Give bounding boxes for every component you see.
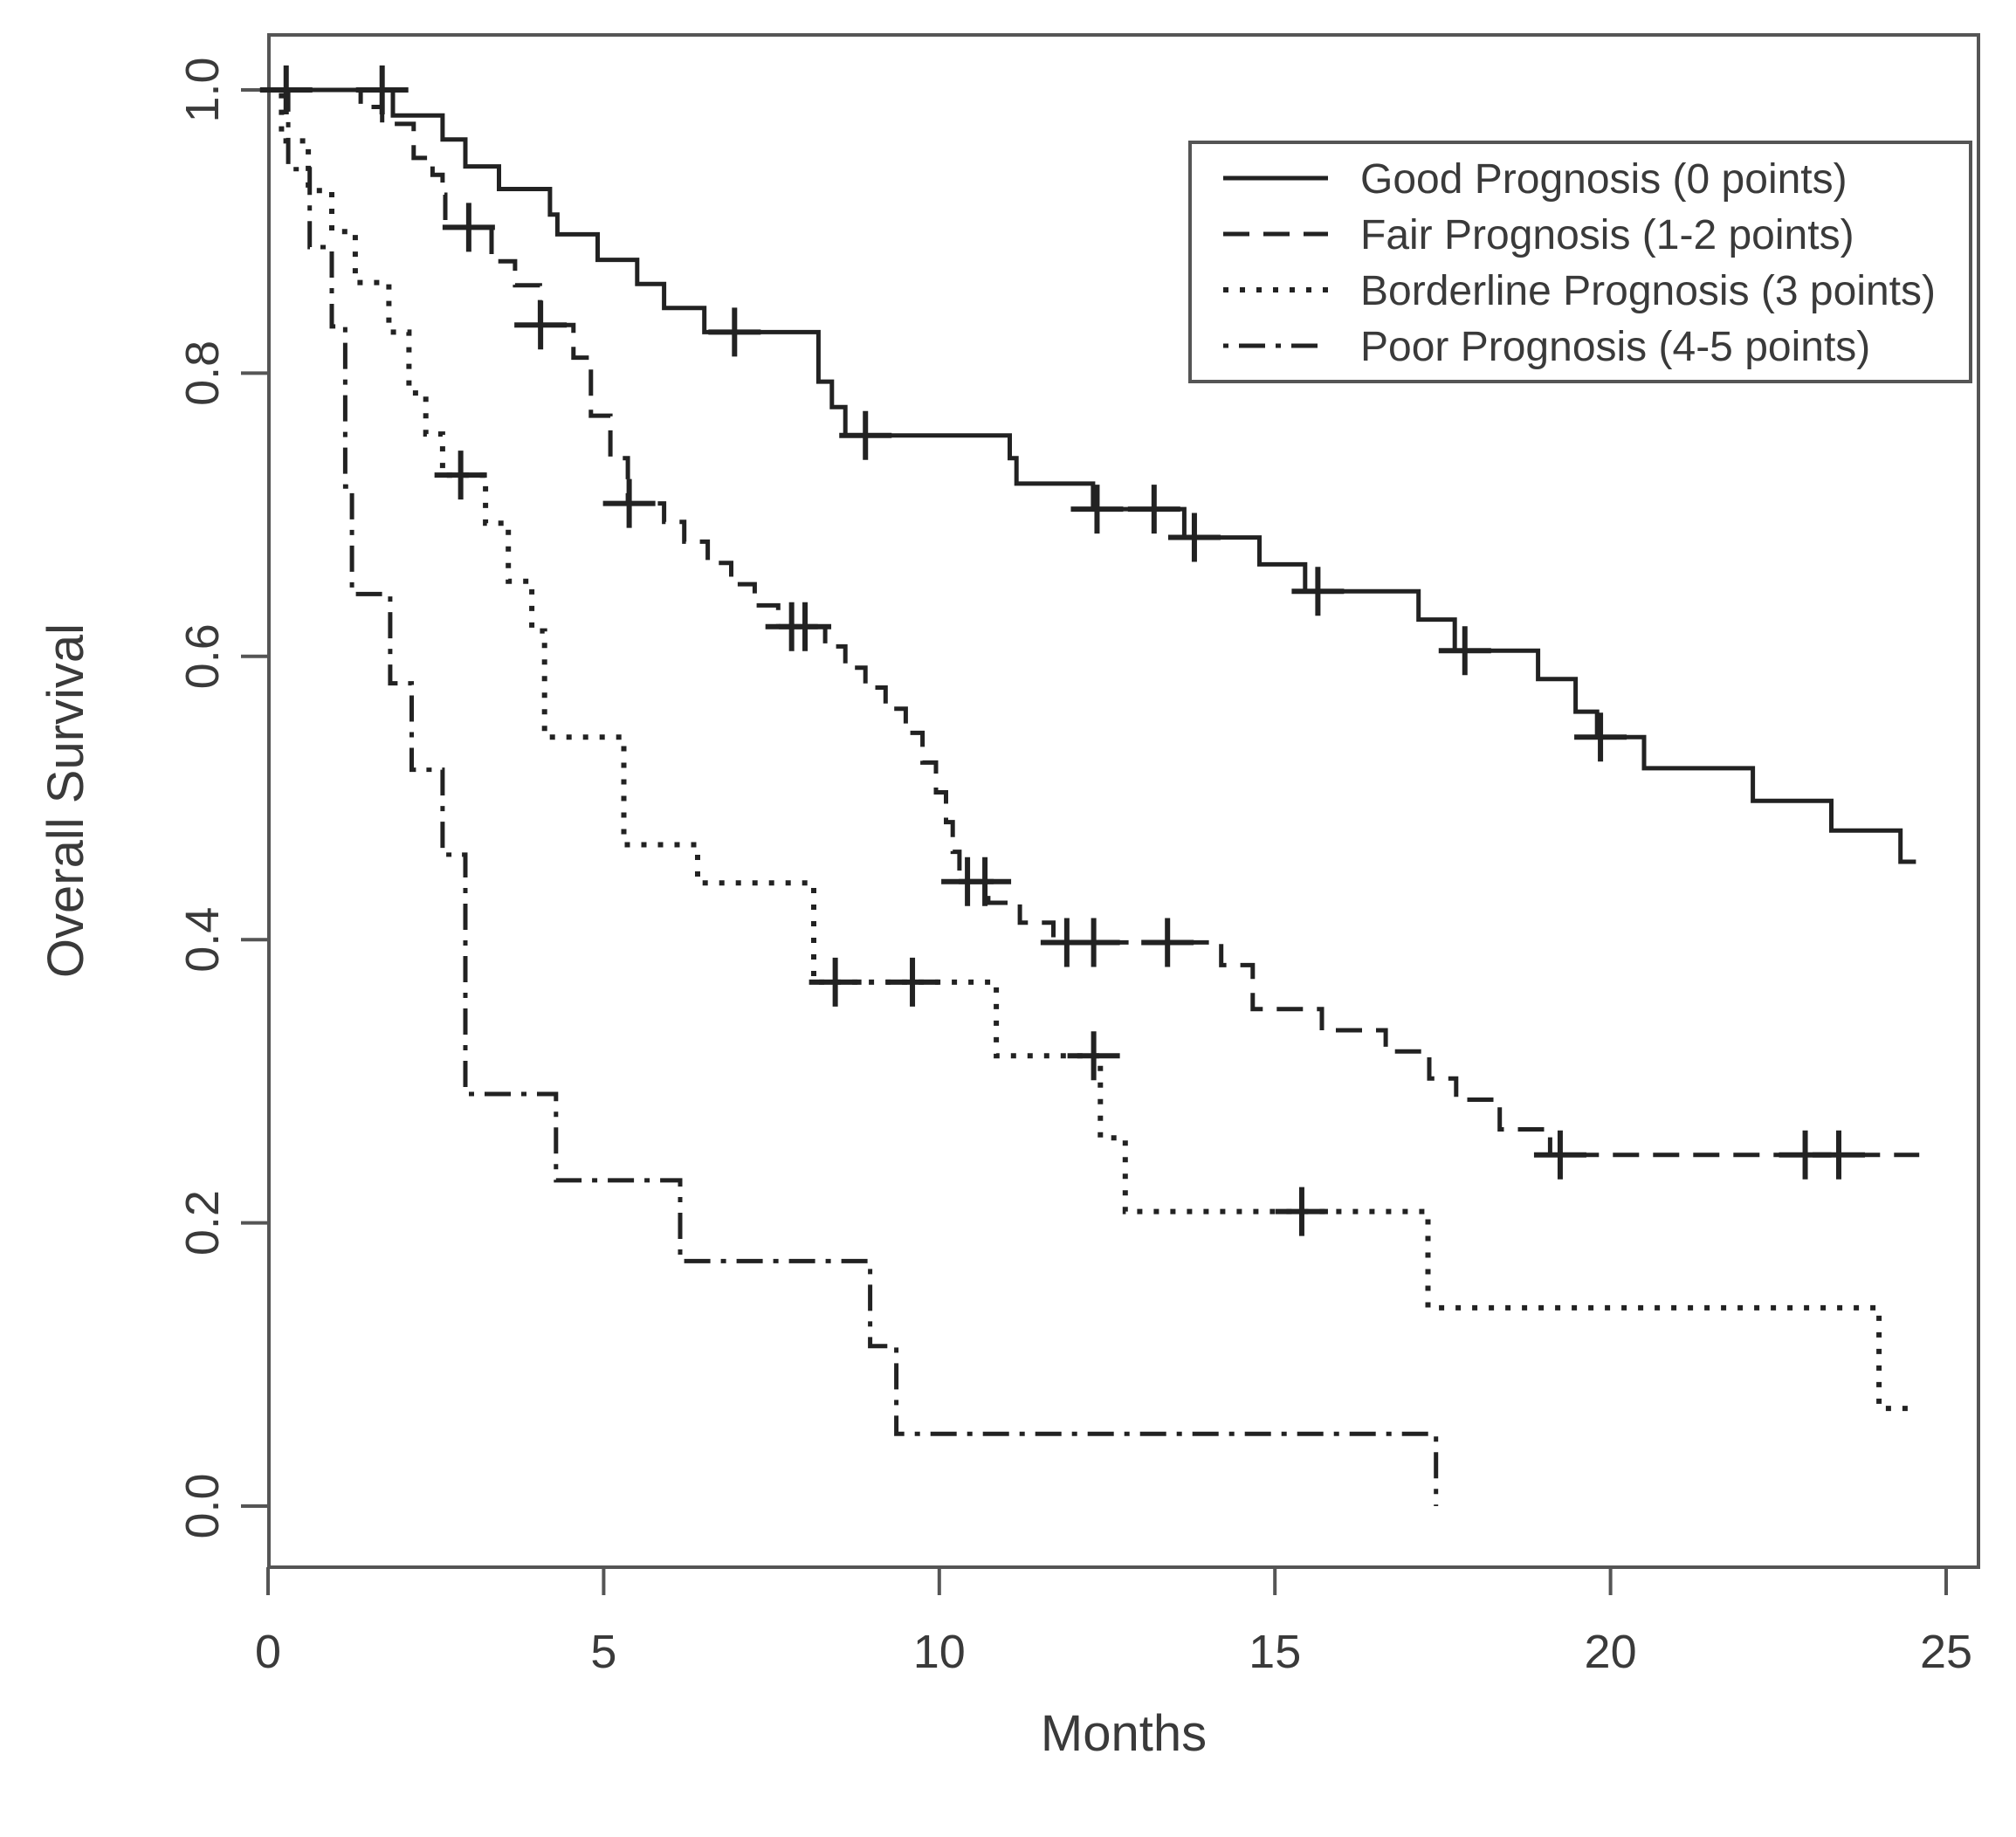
y-tick-label: 0.0 [176, 1473, 229, 1538]
legend-box [1188, 141, 1972, 383]
x-tick-label: 15 [1249, 1626, 1301, 1678]
series-line-good-prognosis-0-points [268, 87, 1916, 864]
legend-entry-label: Good Prognosis (0 points) [1360, 156, 1847, 203]
x-tick-label: 10 [913, 1626, 966, 1678]
legend-entry-label: Poor Prognosis (4-5 points) [1360, 324, 1870, 370]
legend-entry-label: Borderline Prognosis (3 points) [1360, 268, 1936, 314]
y-tick-label: 0.6 [176, 623, 229, 689]
x-tick-label: 0 [255, 1626, 281, 1678]
x-tick-label: 20 [1585, 1626, 1637, 1678]
x-tick-label: 25 [1920, 1626, 1972, 1678]
series-line-fair-prognosis-1-2-points [268, 87, 1920, 1158]
y-axis-title: Overall Survival [38, 623, 94, 978]
y-tick-label: 0.4 [176, 907, 229, 973]
series-line-poor-prognosis-4-5-points [268, 87, 1439, 1506]
y-tick-label: 0.8 [176, 341, 229, 406]
y-tick-label: 1.0 [176, 57, 229, 122]
x-tick-label: 5 [590, 1626, 616, 1678]
y-tick-label: 0.2 [176, 1190, 229, 1256]
x-axis-title: Months [1041, 1705, 1207, 1762]
legend-entry-label: Fair Prognosis (1-2 points) [1360, 212, 1854, 258]
